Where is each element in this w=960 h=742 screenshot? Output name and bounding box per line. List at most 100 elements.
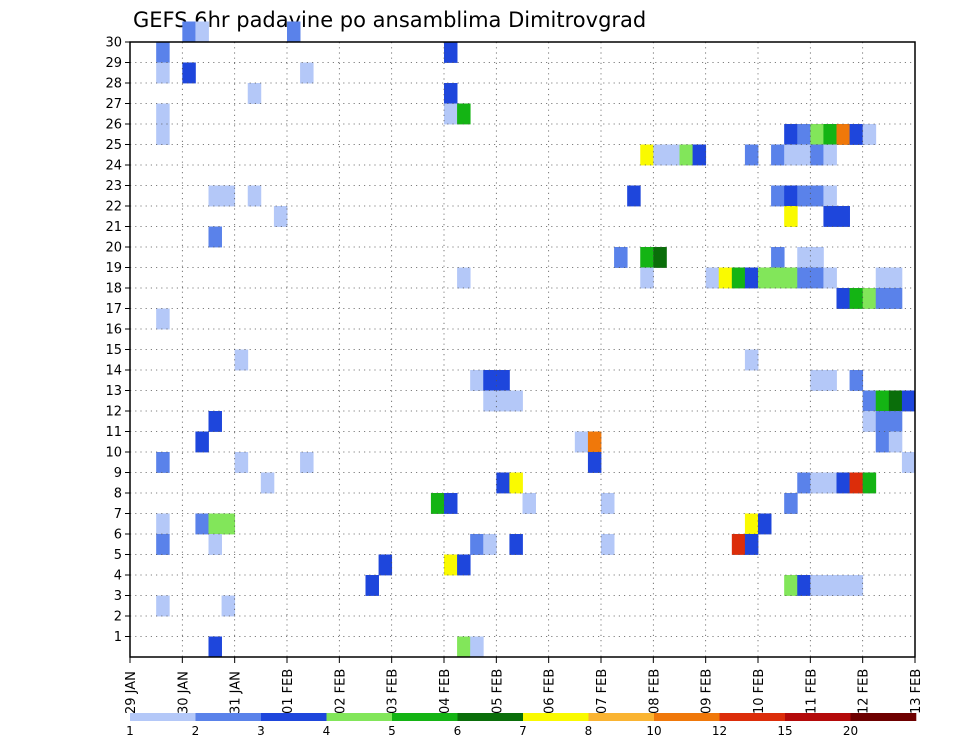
cell-7 xyxy=(300,62,314,84)
cell-130 xyxy=(444,554,458,576)
cell-50 xyxy=(797,247,811,268)
cell-111 xyxy=(444,493,458,514)
cell-116 xyxy=(195,513,209,535)
cell-4 xyxy=(444,42,458,63)
cell-5 xyxy=(156,62,170,84)
legend-label: 6 xyxy=(454,724,462,738)
cell-8 xyxy=(247,83,262,104)
cell-120 xyxy=(758,513,772,535)
legend-label: 20 xyxy=(843,724,858,738)
cell-115 xyxy=(156,513,170,535)
cell-143 xyxy=(470,636,484,658)
cell-20 xyxy=(862,124,877,145)
x-tick-label: 01 FEB xyxy=(281,669,296,714)
cell-122 xyxy=(208,534,222,555)
legend-label: 3 xyxy=(257,724,265,738)
cell-139 xyxy=(156,595,170,617)
cell-23 xyxy=(666,144,680,166)
cell-63 xyxy=(823,267,837,289)
cell-73 xyxy=(744,349,759,371)
cell-112 xyxy=(522,493,536,514)
cell-121 xyxy=(156,534,170,555)
cell-106 xyxy=(823,472,837,494)
cell-43 xyxy=(823,206,837,227)
y-tick-label: 6 xyxy=(114,528,122,543)
y-tick-label: 27 xyxy=(105,97,122,112)
cell-54 xyxy=(705,267,720,289)
cell-131 xyxy=(457,554,471,576)
legend-swatch xyxy=(850,713,917,721)
cell-68 xyxy=(862,288,877,309)
cell-85 xyxy=(888,390,903,412)
cell-77 xyxy=(810,370,824,391)
cell-105 xyxy=(810,472,824,494)
x-tick-label: 31 JAN xyxy=(229,671,244,714)
cell-1 xyxy=(195,21,209,43)
cell-10 xyxy=(156,103,170,125)
cell-14 xyxy=(784,124,798,145)
y-tick-label: 28 xyxy=(105,77,122,92)
cell-58 xyxy=(758,267,772,289)
y-tick-label: 20 xyxy=(105,241,122,256)
cells-layer xyxy=(156,21,916,658)
y-tick-label: 21 xyxy=(105,220,122,235)
cell-102 xyxy=(496,472,510,494)
cell-114 xyxy=(784,493,798,514)
y-tick-label: 4 xyxy=(114,569,122,584)
cell-45 xyxy=(208,226,222,248)
cell-80 xyxy=(483,390,497,412)
cell-29 xyxy=(797,144,811,166)
cell-67 xyxy=(849,288,864,309)
cell-64 xyxy=(875,267,890,289)
y-tick-label: 2 xyxy=(114,610,122,625)
legend-swatch xyxy=(457,713,524,721)
legend-swatch xyxy=(719,713,786,721)
y-tick-label: 9 xyxy=(114,466,122,481)
y-tick-label: 11 xyxy=(105,425,122,440)
cell-124 xyxy=(483,534,497,555)
cell-0 xyxy=(182,21,196,43)
cell-125 xyxy=(509,534,523,555)
y-tick-label: 17 xyxy=(105,302,122,317)
cell-118 xyxy=(221,513,236,535)
cell-82 xyxy=(509,390,523,412)
cell-99 xyxy=(587,452,602,473)
cell-109 xyxy=(862,472,877,494)
x-tick-label: 12 FEB xyxy=(857,669,872,714)
cell-22 xyxy=(653,144,667,166)
cell-61 xyxy=(797,267,811,289)
y-tick-label: 22 xyxy=(105,200,122,215)
cell-46 xyxy=(614,247,628,268)
cell-93 xyxy=(587,431,602,453)
y-tick-label: 5 xyxy=(114,548,122,563)
legend-swatch xyxy=(261,713,327,721)
x-tick-label: 29 JAN xyxy=(124,671,139,714)
cell-9 xyxy=(444,83,458,104)
legend-label: 8 xyxy=(585,724,593,738)
legend-label: 1 xyxy=(126,724,134,738)
cell-16 xyxy=(810,124,824,145)
cell-94 xyxy=(875,431,890,453)
cell-89 xyxy=(888,411,903,432)
cell-36 xyxy=(771,185,785,207)
legend-label: 2 xyxy=(192,724,200,738)
cell-110 xyxy=(430,493,445,514)
cell-32 xyxy=(208,185,222,207)
cell-101 xyxy=(260,472,275,494)
cell-128 xyxy=(744,534,759,555)
cell-25 xyxy=(692,144,707,166)
cell-83 xyxy=(862,390,877,412)
cell-95 xyxy=(888,431,903,453)
y-tick-label: 24 xyxy=(105,159,122,174)
cell-134 xyxy=(797,575,811,596)
legend-swatch xyxy=(392,713,458,721)
cell-138 xyxy=(849,575,864,596)
cell-84 xyxy=(875,390,890,412)
cell-52 xyxy=(457,267,471,289)
y-tick-label: 8 xyxy=(114,487,122,502)
legend-label: 10 xyxy=(646,724,661,738)
y-tick-label: 13 xyxy=(105,384,122,399)
x-tick-label: 11 FEB xyxy=(804,669,819,714)
